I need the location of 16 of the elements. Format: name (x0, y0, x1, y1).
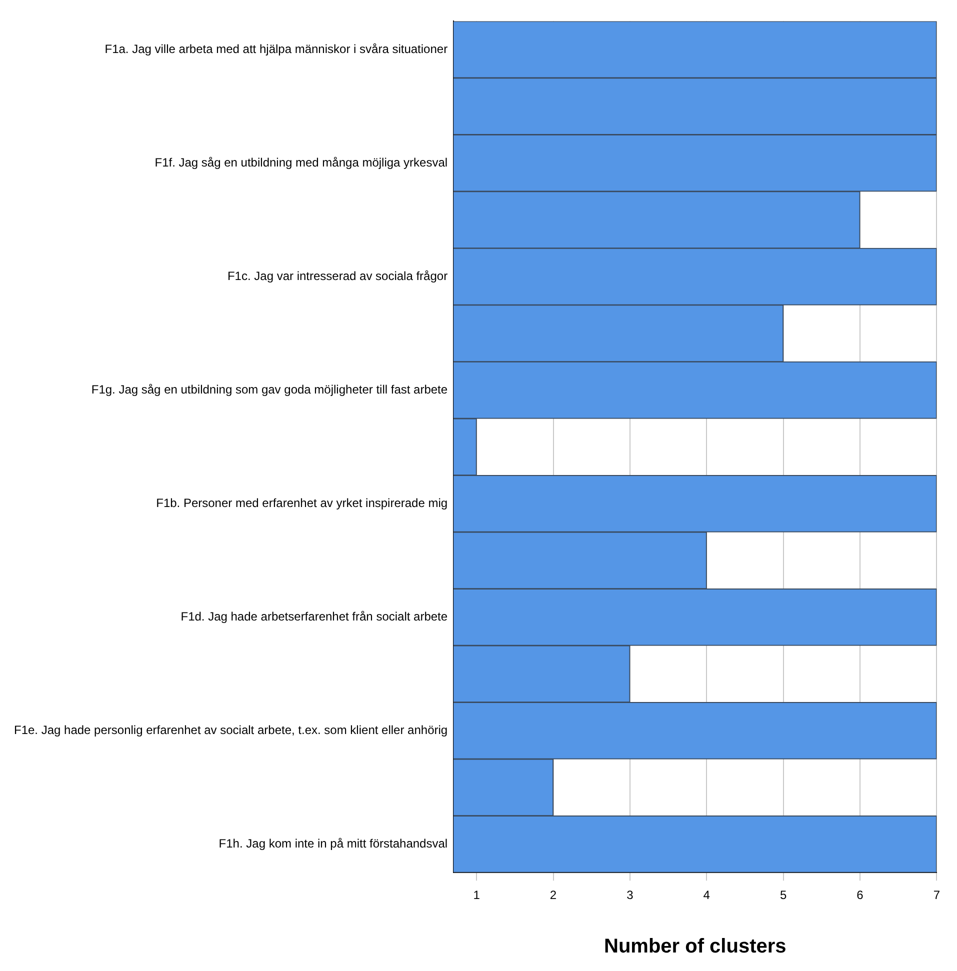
y-tick-label: F1f. Jag såg en utbildning med många möjliga yrkesval (154, 155, 448, 170)
y-tick-label: F1b. Personer med erfarenhet av yrket inspirerade mig (156, 496, 448, 510)
x-tick-label: 7 (933, 888, 940, 902)
x-axis-title: Number of clusters (604, 936, 786, 958)
x-tick-label: 5 (780, 888, 787, 902)
x-tick-label: 3 (626, 888, 634, 902)
x-tick-label: 6 (856, 888, 864, 902)
x-tick-label: 2 (550, 888, 557, 902)
x-tick-label: 4 (703, 888, 710, 902)
y-tick-label: F1d. Jag hade arbetserfarenhet från socialt arbete (180, 609, 448, 624)
x-tick-label: 1 (473, 888, 480, 902)
y-tick-label: F1g. Jag såg en utbildning som gav goda möjligheter till fast arbete (91, 382, 448, 396)
y-tick-label: F1c. Jag var intresserad av sociala frågor (227, 268, 448, 283)
y-tick-label: F1a. Jag ville arbeta med att hjälpa människor i svåra situationer (104, 42, 448, 56)
y-tick-label: F1e. Jag hade personlig erfarenhet av socialt arbete, t.ex. som klient eller anhörig (14, 723, 448, 738)
y-tick-label: F1h. Jag kom inte in på mitt förstahandsval (218, 836, 448, 851)
